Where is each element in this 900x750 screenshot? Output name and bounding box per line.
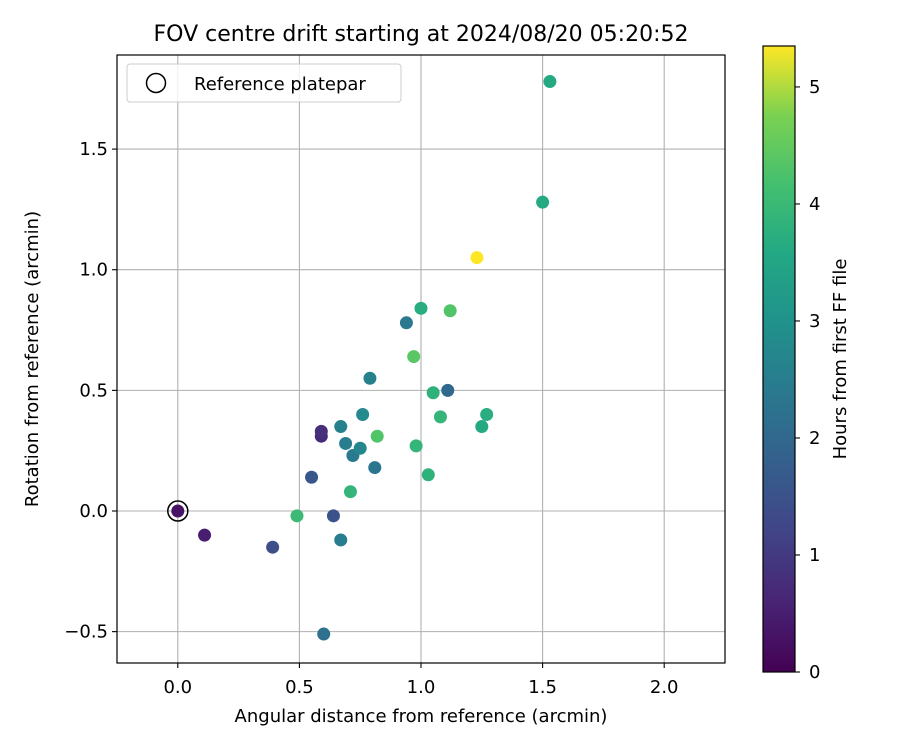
chart-title: FOV centre drift starting at 2024/08/20 … <box>154 22 689 47</box>
data-point <box>543 75 557 89</box>
data-point <box>305 470 319 484</box>
plot-frame <box>116 54 726 664</box>
data-point <box>198 528 212 542</box>
data-point <box>536 195 550 209</box>
data-point <box>399 316 413 330</box>
data-point <box>334 420 348 434</box>
y-tick-label: 0.5 <box>79 380 108 401</box>
x-axis-label: Angular distance from reference (arcmin) <box>235 706 608 727</box>
colorbar-gradient <box>762 45 796 673</box>
data-point <box>266 540 280 554</box>
scatter-points <box>167 75 557 641</box>
x-tick-label: 0.0 <box>163 677 192 698</box>
data-point <box>353 441 367 455</box>
colorbar-tick-label: 5 <box>809 77 820 98</box>
colorbar-tick-label: 1 <box>809 545 820 566</box>
data-point <box>356 407 370 421</box>
data-point <box>314 424 328 438</box>
data-point <box>171 504 185 518</box>
data-point <box>433 410 447 424</box>
data-point <box>475 420 489 434</box>
data-point <box>317 627 331 641</box>
data-point <box>326 509 340 523</box>
x-tick-label: 1.5 <box>528 677 557 698</box>
data-point <box>407 350 421 364</box>
data-point <box>414 301 428 315</box>
colorbar-tick-label: 2 <box>809 428 820 449</box>
data-point <box>334 533 348 547</box>
data-point <box>343 485 357 499</box>
legend: Reference platepar <box>126 63 402 103</box>
legend-frame <box>126 63 402 103</box>
x-tick-label: 1.0 <box>407 677 436 698</box>
data-point <box>363 371 377 385</box>
legend-label-reference: Reference platepar <box>194 74 366 95</box>
data-point <box>339 436 353 450</box>
colorbar-tick-label: 4 <box>809 194 820 215</box>
data-point <box>470 251 484 265</box>
data-point <box>370 429 384 443</box>
y-tick-label: 1.5 <box>79 139 108 160</box>
axis-ticks: 0.0 0.5 1.0 1.5 2.0 −0.5 0.0 0.5 1.0 1.5 <box>64 139 678 698</box>
y-tick-label: −0.5 <box>64 622 108 643</box>
colorbar: 0 1 2 3 4 5 Hours from first FF file <box>762 45 851 683</box>
data-point <box>421 468 435 482</box>
data-point <box>480 407 494 421</box>
data-point <box>441 383 455 397</box>
reference-marker <box>167 500 189 522</box>
colorbar-label: Hours from first FF file <box>830 259 851 460</box>
x-tick-label: 0.5 <box>285 677 314 698</box>
grid-lines <box>117 55 725 663</box>
x-tick-label: 2.0 <box>650 677 679 698</box>
y-tick-label: 0.0 <box>79 501 108 522</box>
legend-reference-marker <box>145 72 167 94</box>
colorbar-ticks: 0 1 2 3 4 5 <box>795 77 820 683</box>
colorbar-tick-label: 3 <box>809 311 820 332</box>
data-point <box>368 461 382 475</box>
data-point <box>443 304 457 318</box>
data-point <box>426 386 440 400</box>
y-tick-label: 1.0 <box>79 260 108 281</box>
data-point <box>290 509 304 523</box>
y-axis-label: Rotation from reference (arcmin) <box>22 211 43 507</box>
colorbar-tick-label: 0 <box>809 662 820 683</box>
data-point <box>409 439 423 453</box>
